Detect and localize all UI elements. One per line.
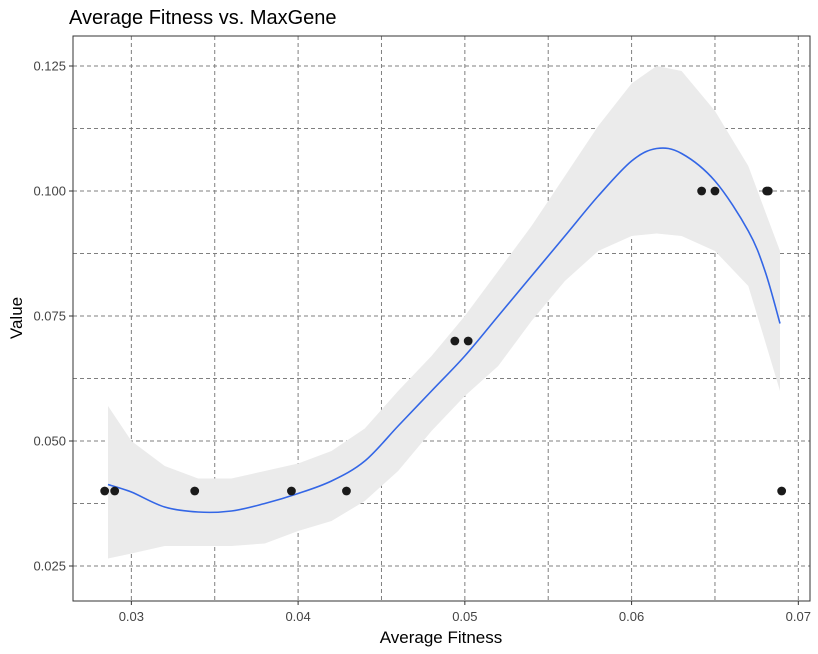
smooth-line-layer bbox=[107, 147, 781, 514]
data-point bbox=[342, 486, 351, 496]
confidence-band bbox=[108, 66, 780, 559]
data-point bbox=[190, 486, 200, 496]
x-tick-label: 0.05 bbox=[452, 609, 477, 624]
data-point bbox=[450, 336, 460, 346]
plot-frame bbox=[72, 35, 811, 602]
y-tick-label: 0.025 bbox=[33, 559, 66, 574]
points-layer bbox=[100, 186, 787, 496]
chart-title: Average Fitness vs. MaxGene bbox=[69, 7, 337, 29]
y-tick-label: 0.050 bbox=[33, 434, 66, 449]
x-tick-label: 0.03 bbox=[119, 609, 144, 624]
data-point bbox=[763, 186, 773, 196]
grid-layer bbox=[73, 36, 810, 601]
data-point bbox=[110, 486, 120, 496]
data-point bbox=[100, 486, 110, 496]
y-axis-title: Value bbox=[7, 297, 26, 339]
confidence-band-layer bbox=[108, 66, 780, 559]
y-tick-label: 0.075 bbox=[33, 309, 66, 324]
data-point bbox=[777, 486, 787, 496]
data-point bbox=[697, 186, 707, 196]
data-point bbox=[463, 336, 473, 346]
data-point bbox=[287, 486, 296, 496]
x-tick-label: 0.07 bbox=[786, 609, 811, 624]
x-tick-label: 0.04 bbox=[285, 609, 310, 624]
ticks-layer: 0.03 0.04 0.05 0.06 0.07 0.025 0.050 0.075 0.100… bbox=[33, 59, 811, 625]
y-tick-label: 0.125 bbox=[33, 59, 66, 74]
smooth-line bbox=[107, 147, 781, 514]
x-tick-label: 0.06 bbox=[619, 609, 644, 624]
x-axis-title: Average Fitness bbox=[380, 628, 503, 647]
data-point bbox=[710, 186, 720, 196]
y-tick-label: 0.100 bbox=[33, 184, 66, 199]
